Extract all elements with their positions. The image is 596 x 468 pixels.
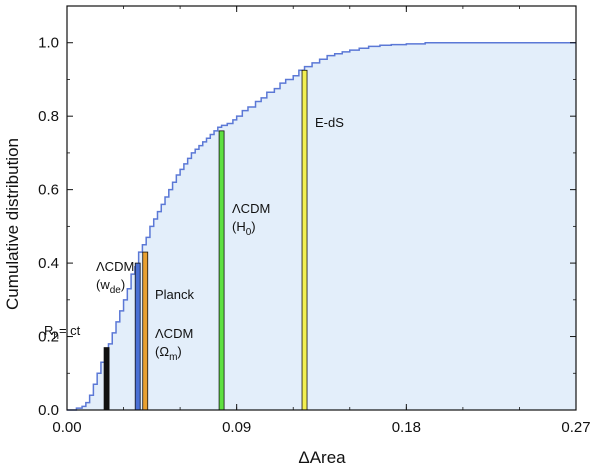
svg-text:Rh= ct: Rh= ct — [44, 323, 81, 342]
annotation-lcdm-h0-open: (H — [232, 219, 246, 234]
svg-text:(H0): (H0) — [232, 219, 256, 238]
annotation-lcdm-om-close: ) — [177, 344, 181, 359]
plot-area — [66, 5, 577, 411]
annotation-lcdm-h0-line1: ΛCDM — [232, 201, 270, 216]
y-tick-label: 0.2 — [38, 329, 59, 346]
x-tick-label: 0.18 — [392, 419, 421, 436]
annotation-lcdm-h0: ΛCDM (H0) — [232, 201, 270, 238]
marker-bar-2 — [142, 251, 149, 411]
annotation-lcdm-wde-line1: ΛCDM — [96, 259, 134, 274]
x-tick-label: 0.09 — [222, 419, 251, 436]
annotation-lcdm-wde: ΛCDM (wde) — [96, 259, 134, 296]
annotation-lcdm-wde-sub: de — [110, 285, 122, 296]
y-tick-label: 0.0 — [38, 402, 59, 419]
axis-ticks: 0.00 0.09 0.18 0.27 0.0 0.2 0.4 0.6 0.8 1.0 — [38, 5, 591, 436]
marker-bar-4 — [301, 69, 308, 411]
annotation-lcdm-om-open: (Ω — [155, 344, 169, 359]
x-axis-title: ΔArea — [298, 448, 346, 467]
annotation-rh-sub: h — [53, 331, 59, 342]
svg-text:(Ωm): (Ωm) — [155, 344, 182, 363]
x-tick-label: 0.27 — [561, 419, 590, 436]
distribution-line — [67, 41, 576, 411]
svg-text:(wde): (wde) — [96, 277, 125, 296]
annotation-rh-ct: Rh= ct — [44, 323, 81, 342]
annotation-lcdm-om-line1: ΛCDM — [155, 326, 193, 341]
annotation-lcdm-wde-close: ) — [121, 277, 125, 292]
y-tick-label: 0.8 — [38, 108, 59, 125]
annotation-lcdm-om-sub: m — [169, 352, 177, 363]
annotation-eds: E-dS — [315, 115, 344, 130]
annotation-lcdm-om: ΛCDM (Ωm) — [155, 326, 193, 363]
annotation-rh-main: R — [44, 323, 53, 338]
plot-frame — [66, 5, 577, 411]
marker-bar-3 — [218, 130, 225, 411]
y-tick-label: 1.0 — [38, 35, 59, 52]
marker-bar-1 — [134, 262, 141, 411]
annotation-lcdm-h0-close: ) — [251, 219, 255, 234]
annotation-lcdm-h0-sub: 0 — [246, 227, 252, 238]
distribution-fill — [67, 42, 576, 411]
y-axis-title: Cumulative distribution — [3, 138, 22, 310]
annotation-planck: Planck — [155, 287, 195, 302]
annotation-rh-rest: = ct — [59, 323, 81, 338]
annotation-lcdm-wde-open: (w — [96, 277, 110, 292]
y-tick-label: 0.6 — [38, 182, 59, 199]
x-tick-label: 0.00 — [52, 419, 81, 436]
y-tick-label: 0.4 — [38, 255, 59, 272]
marker-bar-0 — [103, 347, 110, 411]
